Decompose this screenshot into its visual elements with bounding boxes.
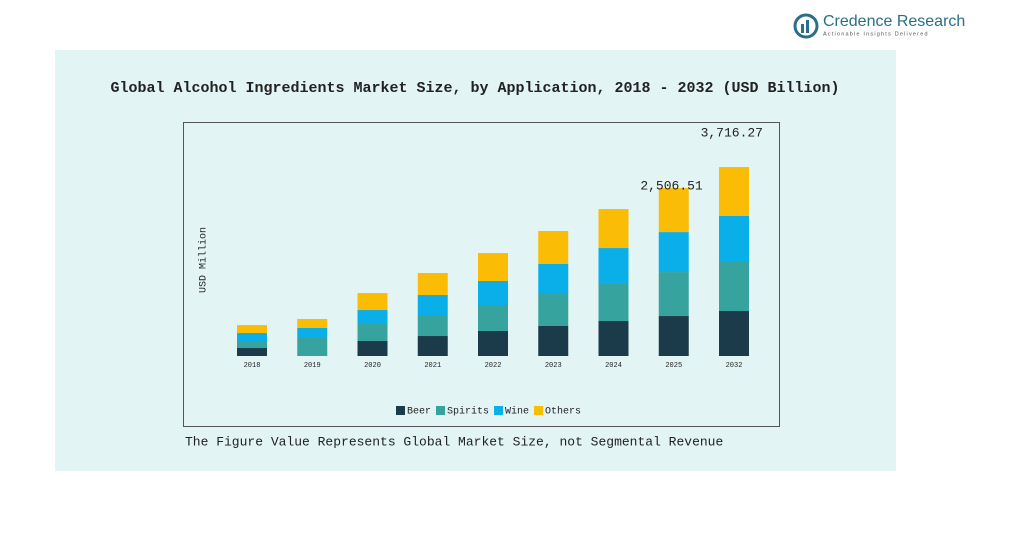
- legend: Beer Spirits Wine Others: [396, 406, 581, 418]
- total-label: 3,716.27: [701, 125, 763, 140]
- logo-icon: [806, 20, 809, 33]
- logo: Credence Research Actionable Insights De…: [793, 13, 965, 39]
- bar-segment: [357, 324, 388, 341]
- footnote: The Figure Value Represents Global Marke…: [185, 434, 723, 449]
- bar-segment: [719, 261, 749, 311]
- x-tick-label: 2019: [304, 362, 321, 370]
- brand-tagline: Actionable Insights Delivered: [823, 31, 929, 37]
- legend-swatch: [494, 406, 504, 415]
- bar-segment: [478, 304, 508, 331]
- chart-title: Global Alcohol Ingredients Market Size, …: [110, 80, 839, 97]
- legend-swatch: [534, 406, 544, 415]
- bar-segment: [417, 336, 448, 356]
- bar-segment: [598, 283, 629, 322]
- bar-segment: [417, 315, 448, 337]
- x-tick-label: 2022: [485, 362, 502, 370]
- legend-label: Others: [545, 406, 581, 418]
- bar-segment: [417, 295, 448, 316]
- bar-segment: [297, 318, 328, 328]
- bar-segment: [598, 248, 629, 284]
- plot-frame: [183, 122, 780, 427]
- panel: [55, 50, 896, 471]
- legend-label: Spirits: [447, 406, 489, 418]
- x-tick-label: 2020: [364, 362, 381, 370]
- bar-segment: [357, 310, 388, 325]
- bar-segment: [297, 327, 328, 338]
- bar-segment: [658, 188, 689, 233]
- logo-icon: [793, 13, 819, 39]
- bar-segment: [538, 292, 569, 326]
- bar-segment: [357, 293, 388, 311]
- bar-segment: [478, 253, 508, 281]
- bar-segment: [538, 264, 569, 293]
- bar-segment: [538, 325, 569, 356]
- legend-swatch: [396, 406, 405, 415]
- bar-segment: [478, 280, 508, 305]
- bar-segment: [598, 209, 629, 249]
- bar-segment: [538, 231, 569, 265]
- legend-label: Wine: [505, 406, 529, 418]
- logo-icon: [801, 24, 804, 33]
- bar-segment: [237, 348, 267, 356]
- bar-segment: [658, 316, 689, 356]
- bar-segment: [719, 310, 749, 356]
- x-tick-label: 2023: [545, 362, 562, 370]
- bar-segment: [719, 216, 749, 262]
- bar-segment: [598, 321, 629, 356]
- legend-swatch: [436, 406, 446, 415]
- bar-segment: [658, 272, 689, 317]
- x-tick-label: 2021: [424, 362, 441, 370]
- brand-name: Credence Research: [823, 13, 965, 30]
- x-tick-label: 2018: [244, 362, 261, 370]
- x-tick-label: 2032: [726, 362, 743, 370]
- bar-segment: [297, 337, 328, 356]
- total-label: 2,506.51: [640, 179, 703, 194]
- legend-label: Beer: [407, 407, 431, 418]
- bar-segment: [478, 330, 508, 356]
- x-tick-label: 2024: [605, 362, 622, 370]
- bar-segment: [719, 167, 749, 217]
- bar-segment: [237, 325, 267, 334]
- bar-segment: [237, 333, 267, 341]
- bar-segment: [237, 340, 267, 349]
- bar-segment: [417, 273, 448, 296]
- x-tick-label: 2025: [665, 362, 682, 370]
- y-axis-label: USD Million: [198, 227, 210, 293]
- bar-segment: [357, 340, 388, 356]
- bar-segment: [658, 232, 689, 273]
